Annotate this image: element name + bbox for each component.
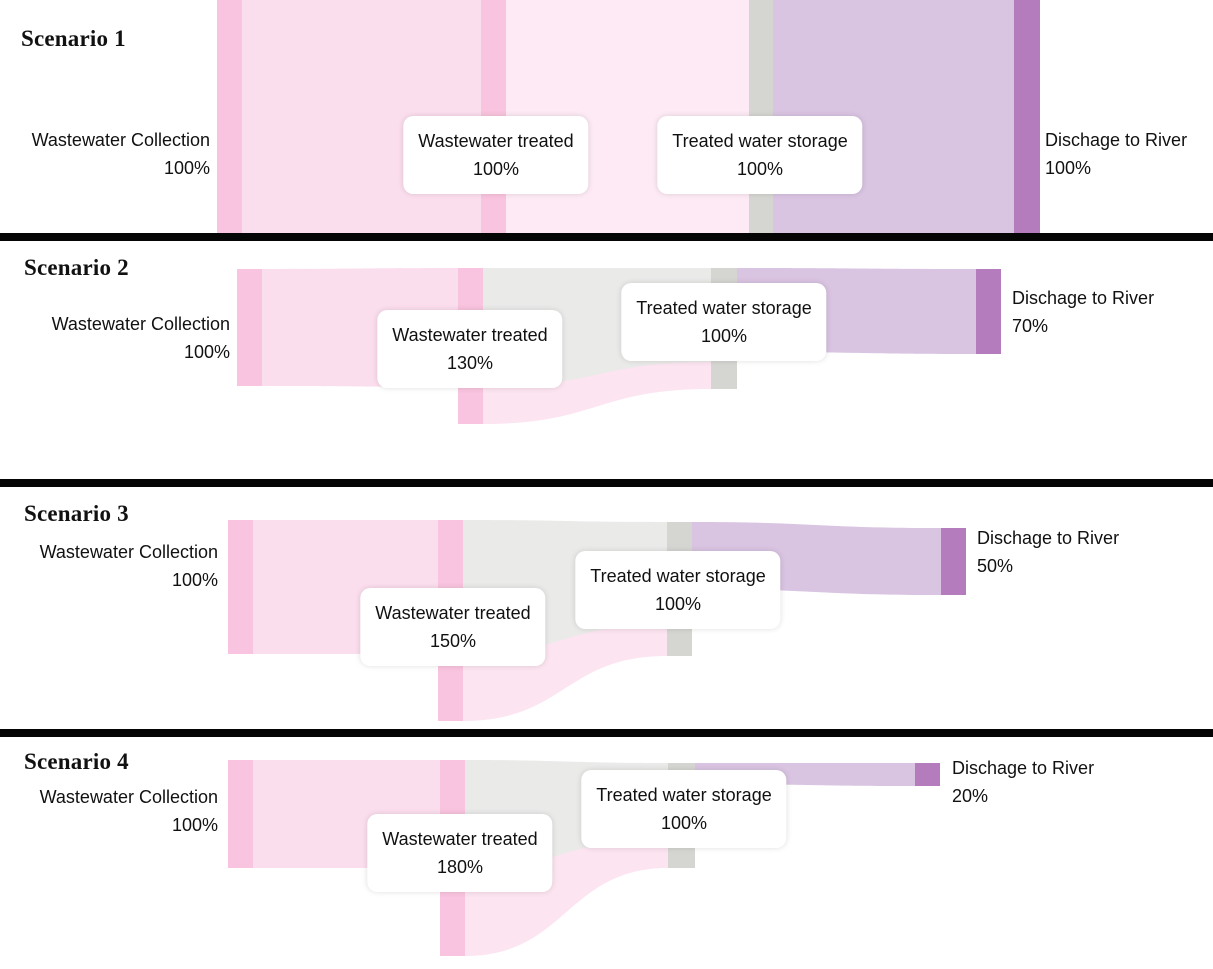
storage-label-value: 100%	[700, 326, 748, 346]
river-node	[1014, 0, 1040, 233]
collection-label-name: Wastewater Collection	[39, 542, 218, 562]
collection-node-label: Wastewater Collection 100%	[40, 783, 218, 839]
treated-node-label-box: Wastewater treated 150%	[360, 588, 546, 666]
collection-label-name: Wastewater Collection	[31, 130, 210, 150]
river-label-value: 100%	[1045, 158, 1092, 178]
collection-node-label: Wastewater Collection 100%	[32, 126, 210, 182]
river-node-label: Dischage to River 70%	[1012, 284, 1154, 340]
treated-node-label-box: Wastewater treated 130%	[377, 310, 563, 388]
flow-recycle-band	[483, 362, 711, 424]
scenario-panel-3: Scenario 3 Wastewater Collection 100% Disch…	[0, 487, 1213, 729]
storage-label-name: Treated water storage	[590, 566, 766, 586]
collection-label-name: Wastewater Collection	[51, 314, 230, 334]
treated-label-value: 130%	[446, 353, 494, 373]
treated-label-value: 180%	[436, 857, 484, 877]
collection-node	[228, 760, 253, 868]
storage-label-value: 100%	[660, 813, 708, 833]
collection-label-value: 100%	[171, 570, 218, 590]
flow-recycle-band	[463, 624, 667, 721]
scenario-panel-4: Scenario 4 Wastewater Collection 100% Disch…	[0, 737, 1213, 969]
scenario-title: Scenario 2	[24, 255, 129, 280]
treated-node-label-box: Wastewater treated 100%	[403, 116, 589, 194]
river-label-name: Dischage to River	[1012, 288, 1155, 308]
panel-divider	[0, 729, 1213, 737]
collection-label-value: 100%	[171, 815, 218, 835]
storage-label-name: Treated water storage	[636, 298, 812, 318]
river-label-value: 20%	[952, 786, 989, 806]
river-node	[941, 528, 966, 595]
treated-node-label-box: Wastewater treated 180%	[367, 814, 553, 892]
river-node-label: Dischage to River 50%	[977, 524, 1119, 580]
river-label-name: Dischage to River	[977, 528, 1120, 548]
panel-divider	[0, 479, 1213, 487]
river-node	[915, 763, 940, 786]
river-label-name: Dischage to River	[952, 758, 1095, 778]
storage-node-label-box: Treated water storage 100%	[581, 770, 787, 848]
treated-label-name: Wastewater treated	[392, 325, 548, 345]
collection-node	[217, 0, 242, 233]
treated-label-value: 100%	[472, 159, 520, 179]
collection-label-value: 100%	[163, 158, 210, 178]
panel-divider	[0, 233, 1213, 241]
collection-label-value: 100%	[183, 342, 230, 362]
storage-node-label-box: Treated water storage 100%	[657, 116, 863, 194]
river-label-value: 50%	[977, 556, 1014, 576]
river-node	[976, 269, 1001, 354]
collection-label-name: Wastewater Collection	[39, 787, 218, 807]
scenario-title: Scenario 1	[21, 26, 126, 51]
river-node-label: Dischage to River 100%	[1045, 126, 1187, 182]
river-node-label: Dischage to River 20%	[952, 754, 1094, 810]
storage-label-name: Treated water storage	[672, 131, 848, 151]
treated-label-name: Wastewater treated	[382, 829, 538, 849]
storage-node-label-box: Treated water storage 100%	[575, 551, 781, 629]
scenario-panel-2: Scenario 2 Wastewater Collection 100% Disch…	[0, 241, 1213, 479]
collection-node	[228, 520, 253, 654]
storage-label-name: Treated water storage	[596, 785, 772, 805]
storage-label-value: 100%	[654, 594, 702, 614]
river-label-value: 70%	[1012, 316, 1049, 336]
treated-label-name: Wastewater treated	[418, 131, 574, 151]
scenario-title: Scenario 4	[24, 749, 129, 774]
collection-node-label: Wastewater Collection 100%	[52, 310, 230, 366]
treated-label-value: 150%	[429, 631, 477, 651]
collection-node	[237, 269, 262, 386]
treated-label-name: Wastewater treated	[375, 603, 531, 623]
sankey-diagram-1	[217, 0, 1040, 233]
scenario-title: Scenario 3	[24, 501, 129, 526]
storage-node-label-box: Treated water storage 100%	[621, 283, 827, 361]
collection-node-label: Wastewater Collection 100%	[40, 538, 218, 594]
scenario-panel-1: Scenario 1 Wastewater Collection 100% Disch…	[0, 0, 1213, 233]
river-label-name: Dischage to River	[1045, 130, 1188, 150]
storage-label-value: 100%	[736, 159, 784, 179]
